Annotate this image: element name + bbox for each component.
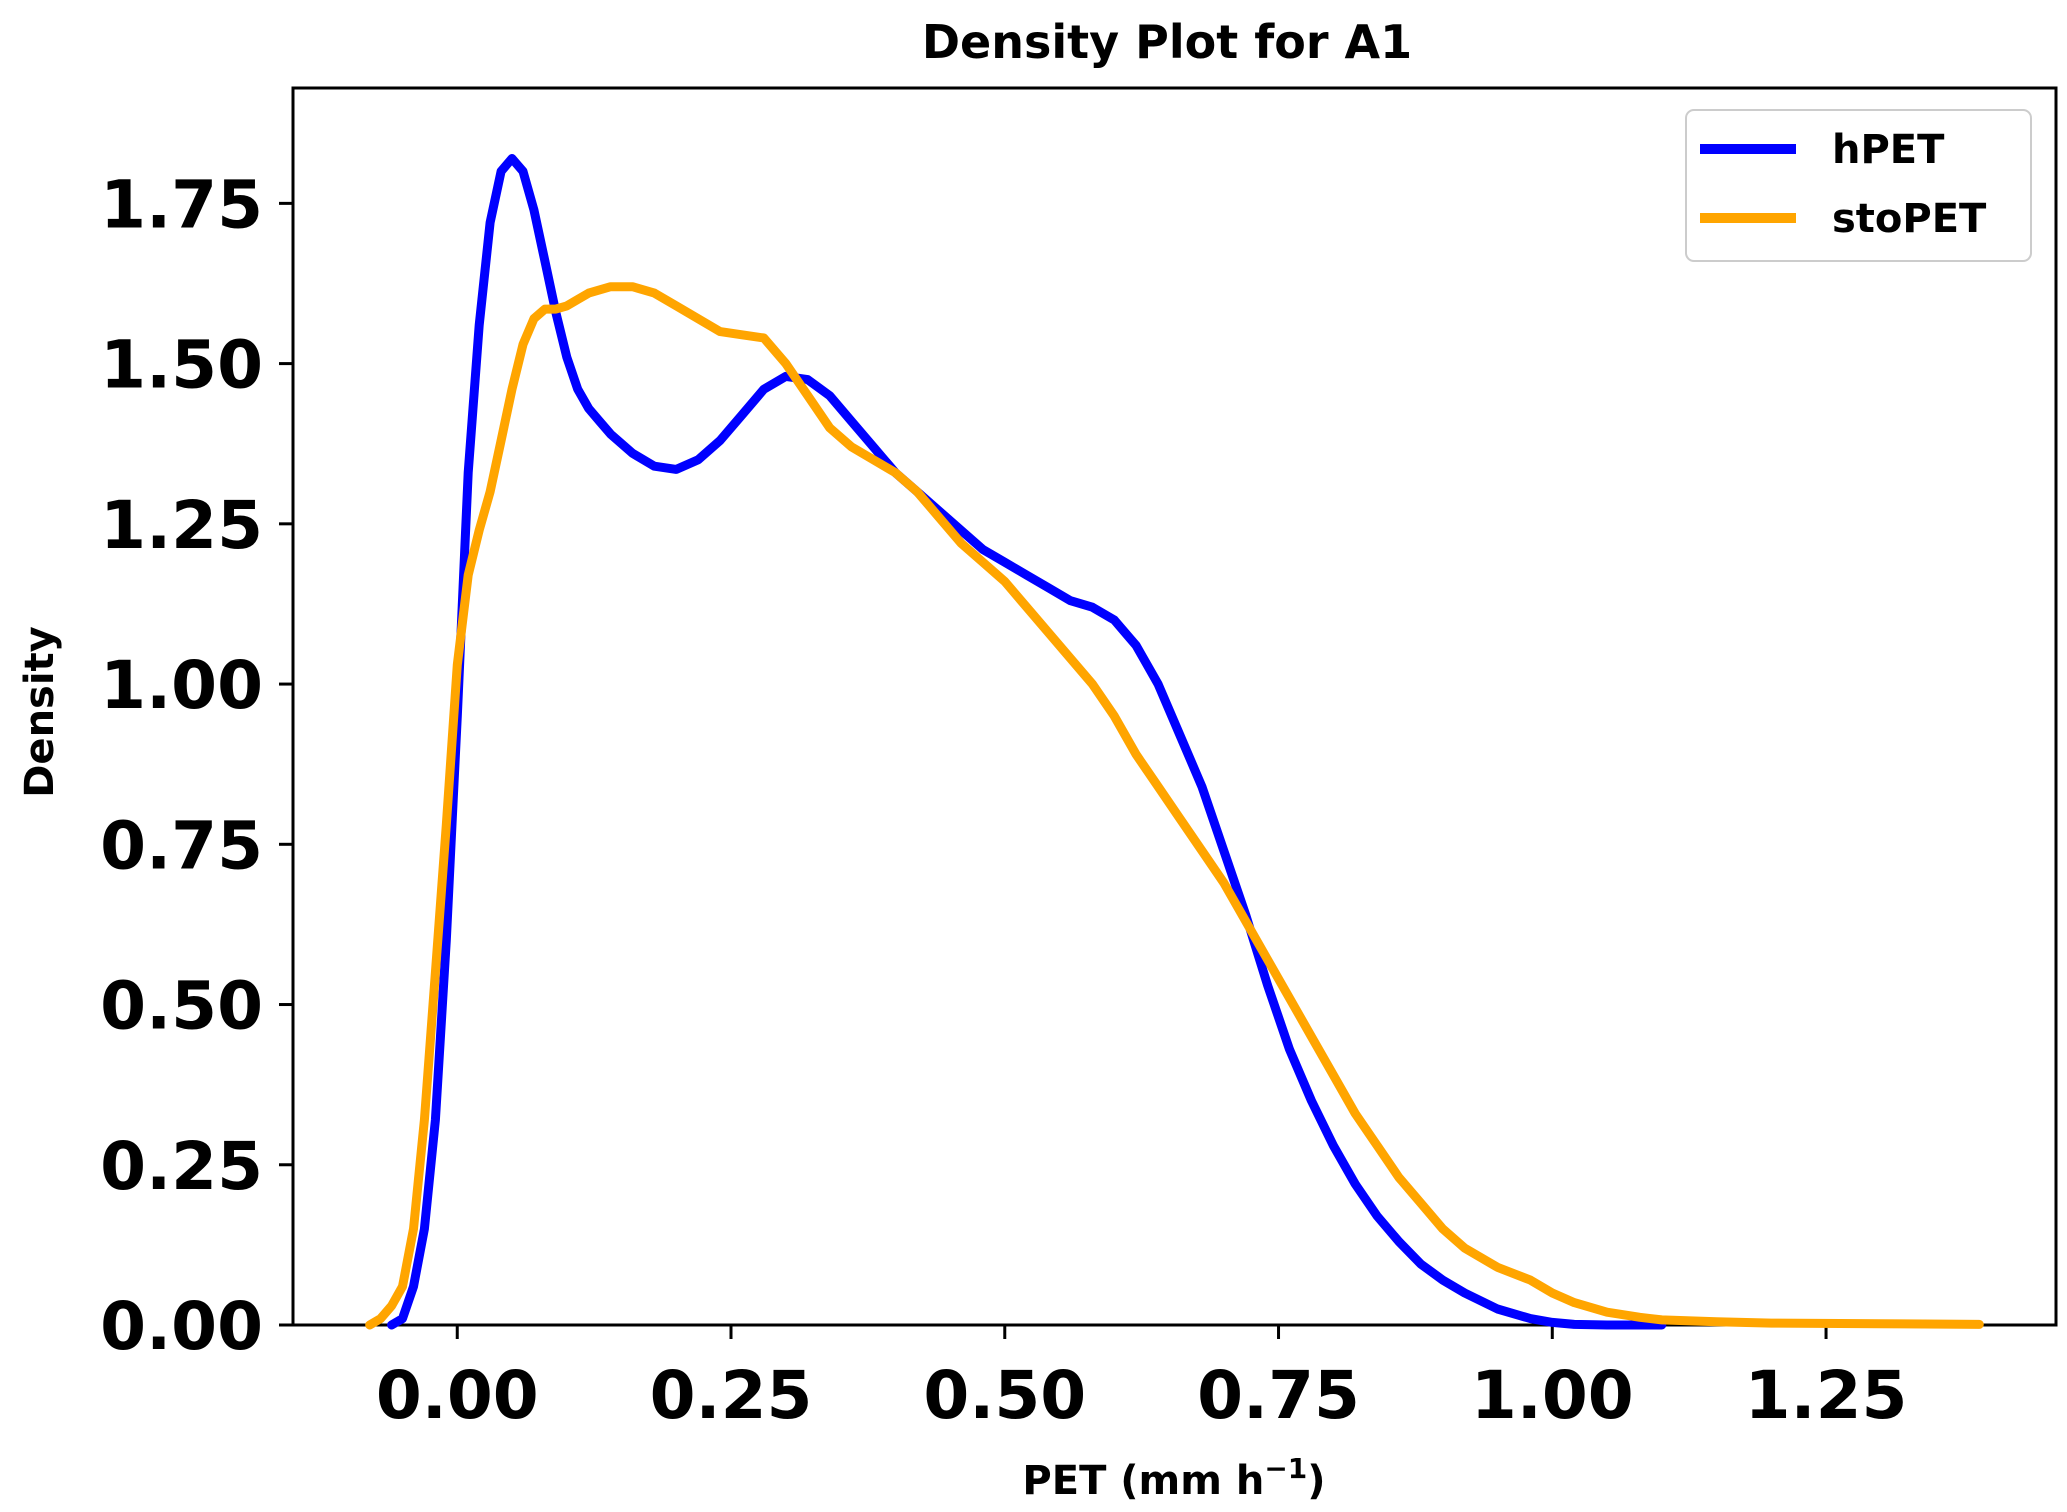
y-tick-label: 0.50 — [100, 968, 263, 1045]
legend-label-hpet: hPET — [1832, 127, 1945, 173]
x-axis-label-close: ) — [1307, 1458, 1325, 1504]
plot-frame — [291, 86, 2058, 1327]
y-tick-label: 1.00 — [100, 647, 263, 724]
x-tick-label: 0.25 — [650, 1357, 813, 1434]
x-axis-ticks: 0.00 0.25 0.50 0.75 1.00 1.25 — [376, 1325, 1908, 1434]
x-tick-label: 0.50 — [923, 1357, 1086, 1434]
legend: hPET stoPET — [1685, 109, 2032, 262]
x-tick-label: 1.25 — [1745, 1357, 1908, 1434]
x-tick-label: 1.00 — [1471, 1357, 1634, 1434]
series-line-hpet — [387, 154, 1667, 1330]
y-tick-label: 0.25 — [100, 1128, 263, 1205]
series-layer — [365, 154, 1984, 1330]
y-tick-label: 0.00 — [100, 1288, 263, 1365]
x-tick-label: 0.00 — [376, 1357, 539, 1434]
series-line-stopet — [365, 282, 1984, 1330]
chart-title: Density Plot for A1 — [922, 15, 1412, 69]
x-axis-label: PET (mm h−1) — [1022, 1452, 1325, 1504]
x-axis-label-text: PET (mm h — [1022, 1458, 1264, 1504]
x-tick-label: 0.75 — [1197, 1357, 1360, 1434]
y-tick-label: 0.75 — [100, 807, 263, 884]
y-tick-label: 1.50 — [100, 327, 263, 404]
x-axis-label-superscript: −1 — [1264, 1452, 1307, 1485]
y-tick-label: 1.25 — [100, 487, 263, 564]
y-axis-ticks: 0.00 0.25 0.50 0.75 1.00 1.25 1.50 1.75 — [100, 166, 293, 1365]
y-tick-label: 1.75 — [100, 166, 263, 243]
legend-label-stopet: stoPET — [1832, 196, 1987, 242]
y-axis-label: Density — [17, 626, 63, 798]
